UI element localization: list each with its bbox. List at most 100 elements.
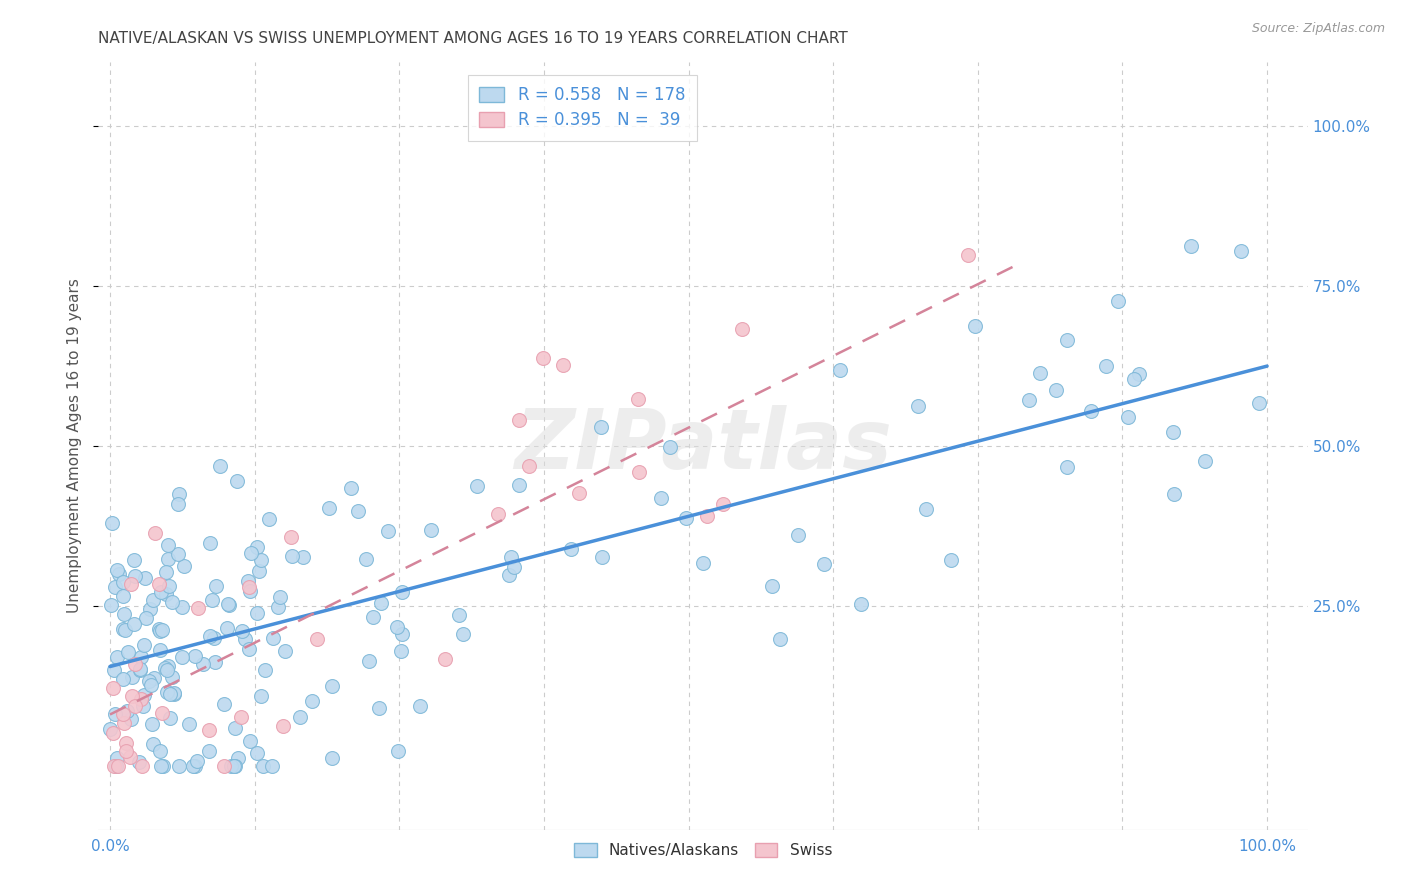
Point (696, 508, 718, 523)
Point (139, 678, 162, 692)
Point (915, 502, 938, 516)
Legend: Natives/Alaskans, Swiss: Natives/Alaskans, Swiss (568, 837, 838, 864)
Point (591, 420, 613, 434)
Point (173, 558, 195, 573)
Point (100, 598, 122, 612)
Point (148, 577, 170, 591)
Point (149, 624, 172, 638)
Point (627, 392, 650, 406)
Point (1230, 244, 1253, 259)
Point (142, 593, 165, 607)
Point (1045, 383, 1067, 397)
Point (280, 529, 302, 543)
Point (318, 501, 340, 516)
Point (1056, 459, 1078, 474)
Point (273, 719, 295, 733)
Point (163, 686, 186, 700)
Point (105, 751, 128, 765)
Point (157, 552, 180, 566)
Point (105, 563, 128, 577)
Point (115, 736, 138, 750)
Point (181, 758, 204, 772)
Point (120, 712, 142, 726)
Point (138, 674, 160, 689)
Point (224, 722, 246, 736)
Point (162, 595, 184, 609)
Point (124, 699, 146, 714)
Point (224, 758, 246, 772)
Point (101, 681, 124, 696)
Point (447, 607, 470, 622)
Y-axis label: Unemployment Among Ages 16 to 19 years: Unemployment Among Ages 16 to 19 years (67, 278, 83, 614)
Point (451, 627, 474, 641)
Point (122, 553, 145, 567)
Point (650, 491, 672, 505)
Point (112, 607, 135, 621)
Point (761, 579, 783, 593)
Point (367, 701, 389, 715)
Point (209, 459, 232, 474)
Point (235, 632, 257, 646)
Point (501, 550, 523, 565)
Point (247, 564, 270, 578)
Text: Source: ZipAtlas.com: Source: ZipAtlas.com (1251, 22, 1385, 36)
Point (198, 629, 221, 643)
Point (291, 549, 314, 564)
Point (1128, 367, 1150, 381)
Point (114, 743, 136, 757)
Point (238, 642, 260, 657)
Point (391, 626, 413, 640)
Point (941, 552, 963, 566)
Point (252, 758, 274, 772)
Point (104, 580, 127, 594)
Point (108, 567, 131, 582)
Point (143, 526, 166, 541)
Point (769, 632, 792, 647)
Point (112, 622, 135, 636)
Point (956, 248, 979, 262)
Point (128, 756, 150, 770)
Text: NATIVE/ALASKAN VS SWISS UNEMPLOYMENT AMONG AGES 16 TO 19 YEARS CORRELATION CHART: NATIVE/ALASKAN VS SWISS UNEMPLOYMENT AMO… (98, 31, 848, 46)
Point (143, 672, 166, 686)
Point (231, 624, 253, 638)
Point (1194, 454, 1216, 468)
Point (115, 705, 138, 719)
Point (217, 597, 239, 611)
Point (246, 746, 269, 760)
Point (184, 758, 207, 772)
Point (273, 644, 295, 658)
Point (465, 479, 488, 493)
Point (172, 649, 194, 664)
Point (105, 758, 128, 772)
Point (202, 631, 225, 645)
Point (1116, 409, 1139, 424)
Point (1107, 294, 1129, 309)
Point (198, 744, 221, 758)
Point (849, 597, 872, 611)
Point (129, 662, 152, 676)
Point (239, 734, 262, 748)
Point (167, 547, 190, 561)
Point (156, 659, 179, 673)
Point (111, 706, 134, 721)
Point (249, 689, 271, 703)
Point (129, 692, 152, 706)
Point (387, 620, 409, 634)
Point (387, 743, 409, 757)
Point (963, 319, 986, 334)
Point (155, 565, 177, 579)
Point (122, 616, 145, 631)
Point (111, 672, 134, 686)
Point (508, 413, 530, 427)
Point (391, 585, 413, 599)
Point (120, 576, 142, 591)
Point (1018, 393, 1040, 408)
Point (167, 758, 190, 772)
Point (121, 689, 143, 703)
Point (267, 599, 290, 614)
Point (813, 557, 835, 571)
Point (153, 661, 176, 675)
Point (150, 623, 173, 637)
Point (131, 758, 153, 772)
Point (135, 610, 157, 624)
